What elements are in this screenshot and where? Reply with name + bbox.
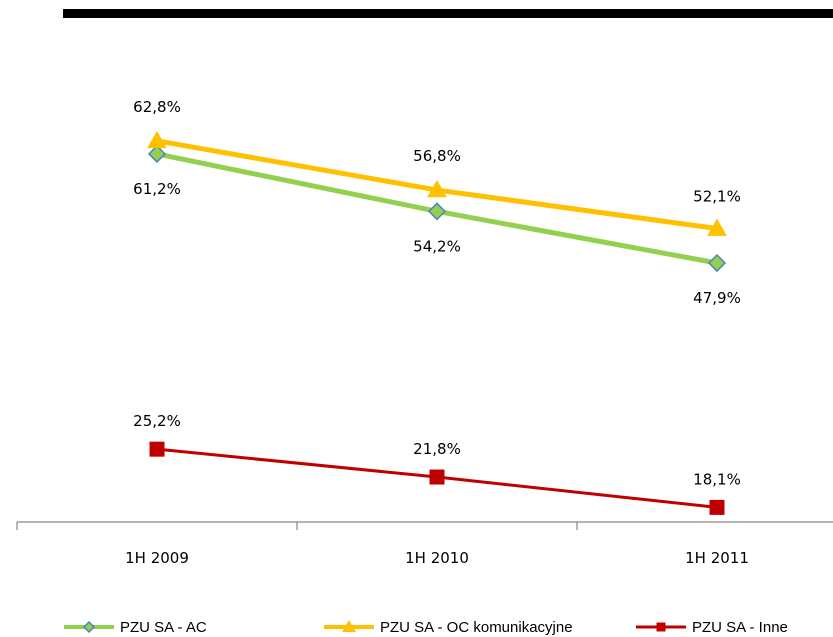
legend-marker <box>82 620 96 634</box>
data-label-pzu-sa-ac: 54,2% <box>413 237 461 255</box>
x-axis: 1H 2009 1H 2010 1H 2011 <box>16 521 833 567</box>
x-tick-label: 1H 2011 <box>685 549 749 567</box>
legend-label: PZU SA - AC <box>120 619 207 636</box>
data-point-pzu-sa-inne <box>709 499 725 515</box>
x-tick-label: 1H 2009 <box>125 549 189 567</box>
data-label-pzu-sa-oc-komunikacyjne: 52,1% <box>693 188 741 206</box>
top-banner-bar <box>63 9 833 18</box>
data-label-pzu-sa-ac: 61,2% <box>133 180 181 198</box>
data-point-pzu-sa-ac <box>427 202 447 221</box>
data-label-pzu-sa-inne: 21,8% <box>413 440 461 458</box>
data-point-pzu-sa-oc-komunikacyjne <box>427 180 447 198</box>
legend-marker <box>342 619 356 632</box>
series-layer <box>147 130 727 515</box>
data-point-pzu-sa-oc-komunikacyjne <box>707 218 727 236</box>
data-label-pzu-sa-oc-komunikacyjne: 62,8% <box>133 98 181 116</box>
data-label-pzu-sa-ac: 47,9% <box>693 289 741 307</box>
data-label-pzu-sa-inne: 25,2% <box>133 412 181 430</box>
x-tick-label: 1H 2010 <box>405 549 469 567</box>
data-label-pzu-sa-inne: 18,1% <box>693 470 741 488</box>
legend-item-pzu-sa-oc-komunikacyjne: PZU SA - OC komunikacyjne <box>324 619 573 636</box>
legend-label: PZU SA - Inne <box>692 619 788 636</box>
legend-item-pzu-sa-inne: PZU SA - Inne <box>636 619 788 636</box>
data-point-pzu-sa-inne <box>429 469 445 485</box>
legend-marker <box>656 622 666 632</box>
data-point-pzu-sa-oc-komunikacyjne <box>147 130 167 149</box>
data-labels: 61,2% 54,2% 47,9% 62,8% 56,8% 52,1% 25,2% 21,8%… <box>133 98 741 489</box>
data-point-pzu-sa-ac <box>147 144 167 164</box>
data-point-pzu-sa-inne <box>149 441 165 457</box>
legend-item-pzu-sa-ac: PZU SA - AC <box>64 619 207 636</box>
legend: PZU SA - AC PZU SA - OC komunikacyjne PZU … <box>64 619 788 636</box>
data-label-pzu-sa-oc-komunikacyjne: 56,8% <box>413 147 461 165</box>
data-point-pzu-sa-ac <box>707 253 727 273</box>
legend-label: PZU SA - OC komunikacyjne <box>380 619 573 636</box>
